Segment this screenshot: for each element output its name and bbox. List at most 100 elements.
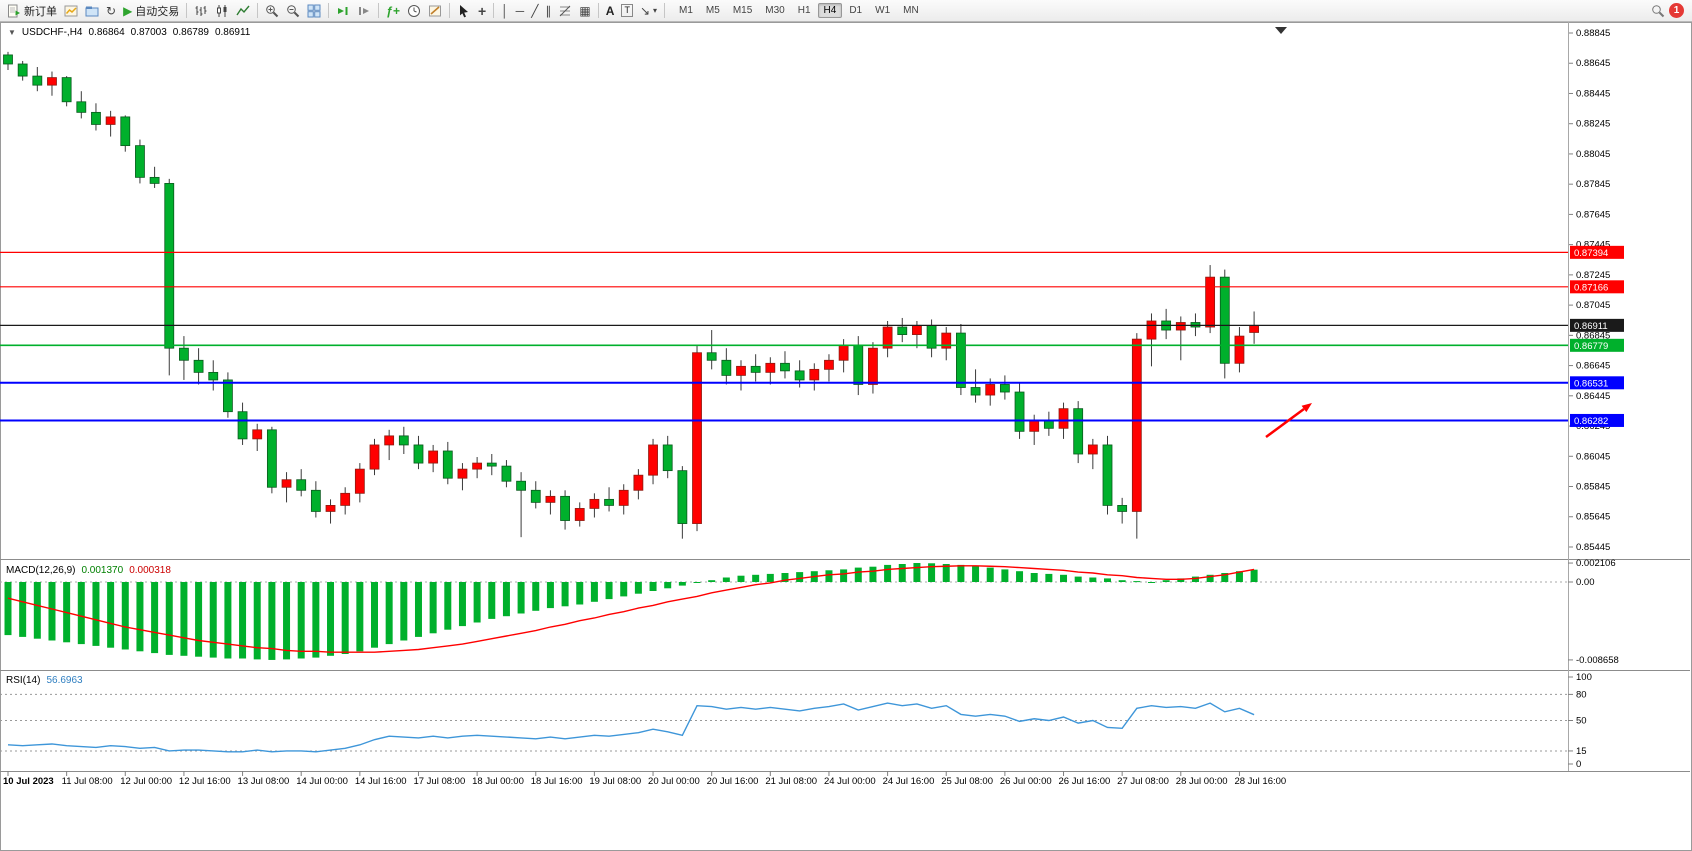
price-badge [1570,376,1624,390]
horizontal-line-tool-button[interactable]: ─ [513,1,528,21]
macd-main-value: 0.001370 [81,565,124,576]
candle-body [838,344,849,361]
new-order-button[interactable]: 新订单 [4,1,60,21]
price-axis-label: 0.86645 [1576,361,1610,372]
macd-histogram-bar [752,574,760,582]
time-axis-label: 18 Jul 00:00 [472,776,524,787]
candle-body [1058,408,1069,429]
crosshair-tool-button[interactable]: + [475,1,489,21]
zoom-out-icon [287,4,300,17]
candle-body [1102,444,1113,506]
candle-body [149,176,160,184]
fibonacci-tool-button[interactable] [555,1,575,21]
timeframe-h1-button[interactable]: H1 [797,5,811,16]
profiles-button[interactable] [82,1,102,21]
arrows-tool-button[interactable]: ↘ ▾ [637,1,660,21]
macd-histogram-bar [1104,578,1111,582]
zoom-out-button[interactable] [283,1,303,21]
trend-arrow-annotation[interactable] [1265,407,1305,439]
candle-body [296,479,307,491]
timeframe-w1-button[interactable]: W1 [875,5,891,16]
macd-histogram-bar [1001,569,1009,582]
text-label-tool-button[interactable]: T [618,1,636,21]
search-button[interactable] [1648,1,1668,21]
rsi-name: RSI(14) [6,675,41,686]
candlestick-icon [217,4,227,17]
macd-histogram-bar [825,570,833,582]
fibonacci-icon [560,5,571,16]
price-badge-label: 0.86531 [1574,378,1608,389]
timeframe-h4-button[interactable]: H4 [817,3,843,18]
macd-histogram-bar [884,564,892,582]
chart-shift-button[interactable] [354,1,374,21]
periods-button[interactable] [404,1,424,21]
line-chart-mode-button[interactable] [233,1,253,21]
timeframe-mn-button[interactable]: MN [903,5,919,16]
candle-body [970,387,981,396]
macd-histogram-bar [517,582,525,614]
macd-histogram-bar [972,565,980,582]
macd-histogram-bar [165,582,173,655]
candle-body [633,474,644,491]
indicators-button[interactable]: ƒ+ [383,1,403,21]
macd-histogram-bar [942,564,950,582]
candle-body [398,435,409,446]
clock-icon [407,4,420,17]
templates-button[interactable] [425,1,445,21]
tile-windows-icon [307,4,321,17]
candle-body [780,362,790,372]
autotrading-button[interactable]: ▶ 自动交易 [120,1,182,21]
grid-tool-button[interactable]: ▦ [576,1,593,21]
zoom-in-icon [266,4,279,17]
macd-histogram-bar [781,573,789,582]
candle-body [369,444,380,470]
candle-body [486,462,497,467]
time-axis-label: 20 Jul 16:00 [707,776,759,787]
tile-windows-button[interactable] [304,1,324,21]
candle-body [472,462,483,470]
price-badge [1570,245,1624,259]
new-chart-button[interactable] [61,1,81,21]
timeframe-m5-button[interactable]: M5 [705,5,720,16]
price-axis-label: 0.88845 [1576,28,1610,39]
timeframe-m15-button[interactable]: M15 [732,5,753,16]
indicators-icon: ƒ+ [386,3,400,18]
trendline-tool-button[interactable]: ╱ [528,1,541,21]
macd-histogram-bar [532,582,540,611]
collapse-pane-icon[interactable]: ▼ [8,28,16,37]
channel-tool-button[interactable]: ∥ [542,1,554,21]
candle-body [61,77,72,103]
vertical-line-tool-button[interactable]: │ [498,1,512,21]
macd-histogram-bar [341,582,349,654]
timeframe-m30-button[interactable]: M30 [765,5,785,16]
chevron-down-icon: ▾ [653,5,658,15]
macd-histogram-bar [1162,580,1170,582]
autotrading-label: 自动交易 [135,5,180,18]
rsi-header: RSI(14) 56.6963 [6,675,83,686]
macd-histogram-bar [151,582,159,654]
notification-badge[interactable]: 1 [1669,3,1684,18]
timeframe-m1-button[interactable]: M1 [679,5,693,16]
bar-chart-mode-button[interactable] [191,1,211,21]
macd-histogram-bar [502,582,510,617]
candle-body [1117,505,1128,512]
refresh-button[interactable]: ↻ [103,1,119,21]
price-axis-label: 0.87845 [1576,179,1610,190]
zoom-in-button[interactable] [262,1,282,21]
macd-signal-line [7,565,1255,653]
macd-histogram-bar [312,582,320,658]
candle-body [135,145,145,178]
timeframe-d1-button[interactable]: D1 [849,5,863,16]
macd-histogram-bar [77,582,85,645]
macd-histogram-bar [854,567,862,582]
candle-body [706,352,717,361]
auto-scroll-button[interactable] [333,1,353,21]
text-tool-button[interactable]: A [603,1,618,21]
candle-body [941,332,952,349]
price-axis-label: 0.86445 [1576,391,1610,402]
candle-body [1205,276,1216,328]
candlestick-mode-button[interactable] [212,1,232,21]
cursor-tool-button[interactable] [454,1,474,21]
price-axis-label: 0.86845 [1576,330,1610,341]
toolbar-separator [664,3,666,18]
